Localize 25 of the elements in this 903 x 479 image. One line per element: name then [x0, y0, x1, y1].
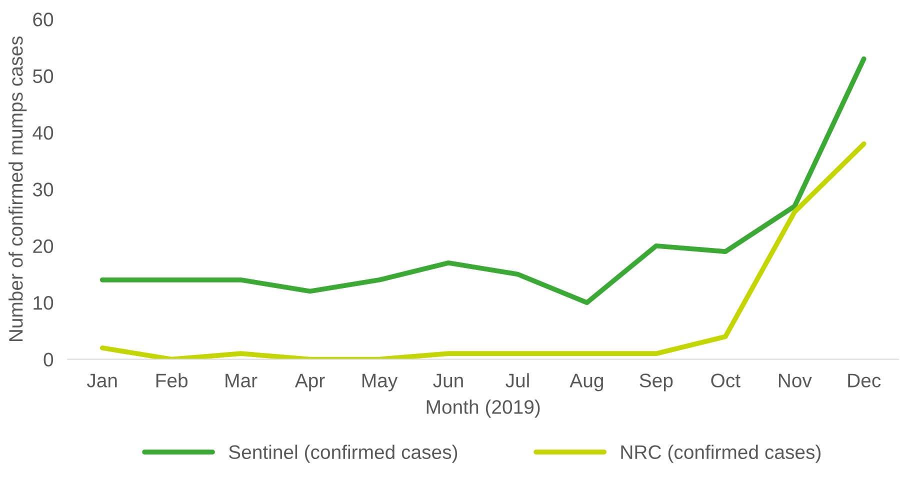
- x-tick-label: May: [362, 374, 398, 392]
- x-tick-label: Apr: [294, 374, 325, 392]
- y-tick-label: 50: [32, 69, 54, 84]
- x-tick-label: Oct: [711, 374, 740, 388]
- x-tick-label: Jul: [506, 373, 529, 388]
- x-tick-label: Feb: [156, 373, 188, 388]
- y-tick-label: 40: [32, 126, 54, 140]
- y-tick-label: 0: [44, 352, 54, 366]
- x-tick-label: Jun: [433, 374, 463, 388]
- x-tick-label: Jan: [86, 374, 117, 388]
- x-tick-label: Mar: [226, 374, 258, 388]
- line-series: [100, 141, 866, 360]
- legend-label: NRC (confirmed cases): [621, 444, 821, 463]
- y-tick-label: 60: [33, 12, 54, 26]
- x-tick-label: Aug: [570, 374, 603, 392]
- y-tick-label: 30: [32, 182, 54, 196]
- line-series: [100, 56, 866, 305]
- y-tick-label: 10: [34, 296, 54, 310]
- legend-label: Sentinel (confirmed cases): [228, 444, 458, 463]
- x-tick-label: Nov: [778, 374, 812, 388]
- x-tick-label: Sep: [640, 374, 673, 392]
- x-axis-title: Month (2019): [426, 400, 540, 418]
- y-tick-label: 20: [33, 239, 54, 254]
- y-axis-title: Number of confirmed mumps cases: [8, 36, 27, 342]
- x-tick-label: Dec: [848, 374, 881, 388]
